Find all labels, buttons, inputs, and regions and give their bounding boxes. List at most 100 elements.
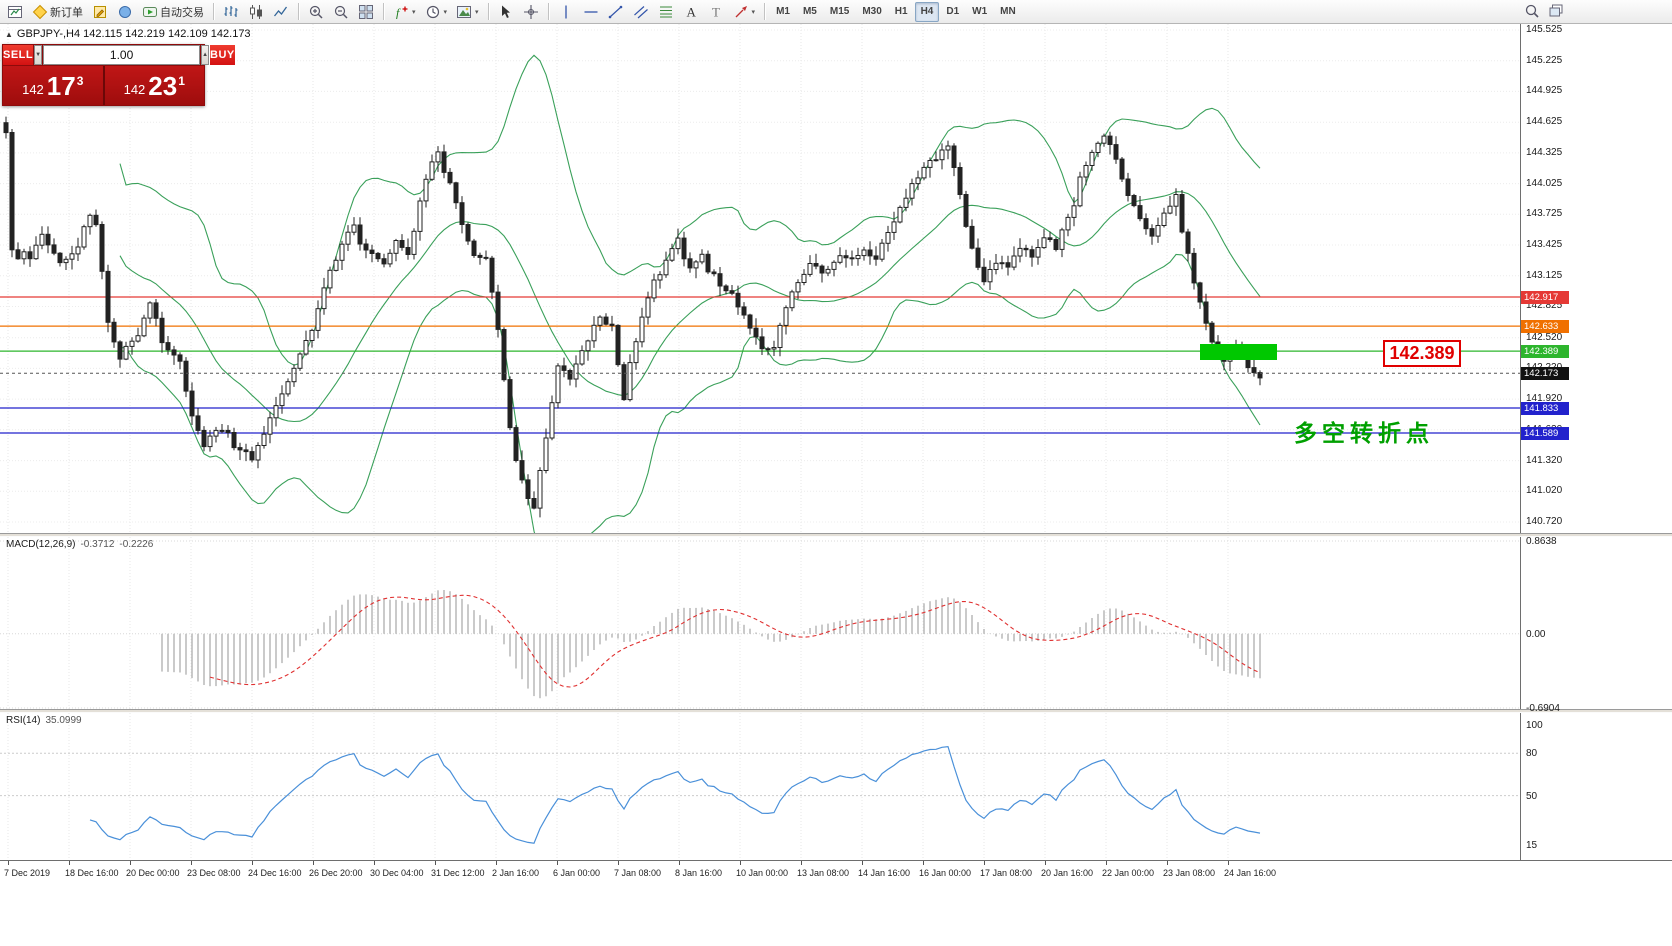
lot-size-input[interactable] [43, 45, 201, 65]
indicators-icon: f [393, 4, 409, 20]
horizontal-line-button[interactable] [579, 2, 603, 22]
price-axis-label: 144.625 [1526, 116, 1563, 127]
new-order-button[interactable]: 新订单 [28, 2, 87, 22]
trend-icon [608, 4, 624, 20]
rsi-indicator-label: RSI(14) 35.0999 [6, 715, 82, 726]
tile-windows-button[interactable] [354, 2, 378, 22]
market-icon [117, 4, 133, 20]
price-axis: 145.525 145.225 144.925 144.625 144.325 144.0… [1521, 0, 1672, 946]
current-price-tag: 142.173 [1521, 367, 1569, 380]
templates-icon [456, 4, 472, 20]
ohlc-bars-button[interactable] [219, 2, 243, 22]
pane-separator[interactable] [0, 709, 1672, 713]
svg-text:f: f [396, 5, 401, 19]
text-label-button[interactable]: T [704, 2, 728, 22]
green-highlight-object[interactable] [1200, 344, 1277, 360]
collapse-panel-arrow-icon[interactable]: ▲ [5, 29, 13, 39]
time-tick [435, 861, 436, 865]
timeframe-label: M30 [862, 6, 882, 17]
sell-button[interactable]: SELL [3, 45, 34, 65]
time-tick [984, 861, 985, 865]
indicators-button[interactable]: f ▾ [389, 2, 420, 22]
timeframe-w1-button[interactable]: W1 [966, 2, 993, 22]
trendline-button[interactable] [604, 2, 628, 22]
timeframe-m5-button[interactable]: M5 [797, 2, 823, 22]
time-axis-label: 24 Jan 16:00 [1224, 868, 1277, 878]
level-price-tag: 141.589 [1521, 427, 1569, 440]
macd-signal-value: -0.2226 [119, 539, 154, 550]
candlestick-chart-button[interactable] [244, 2, 268, 22]
crosshair-icon [523, 4, 539, 20]
toolbar-button-label: 自动交易 [160, 6, 204, 19]
new-window-button[interactable] [1544, 1, 1568, 21]
buy-price-point: 1 [178, 73, 185, 88]
lot-increase-button[interactable]: ▲ [201, 45, 210, 65]
time-tick [130, 861, 131, 865]
macd-value: -0.3712 [80, 539, 115, 550]
time-axis-label: 31 Dec 12:00 [431, 868, 485, 878]
macd-pane[interactable] [0, 537, 1520, 709]
pane-separator[interactable] [0, 533, 1672, 537]
rsi-title: RSI(14) [6, 715, 41, 726]
price-axis-label: 144.025 [1526, 178, 1563, 189]
macd-axis-label: 0.00 [1526, 629, 1546, 640]
new-order-icon [32, 4, 48, 20]
price-chart-pane[interactable] [0, 24, 1520, 533]
vertical-line-button[interactable] [554, 2, 578, 22]
time-axis-label: 18 Dec 16:00 [65, 868, 119, 878]
fibonacci-button[interactable] [654, 2, 678, 22]
line-chart-button[interactable] [269, 2, 293, 22]
time-tick [1228, 861, 1229, 865]
price-axis-label: 142.520 [1526, 332, 1563, 343]
arrows-button[interactable]: ▾ [729, 2, 760, 22]
time-tick [313, 861, 314, 865]
sell-price-whole: 142 [22, 82, 44, 97]
cursor-icon [498, 4, 514, 20]
timeframe-label: H1 [894, 6, 908, 17]
chart-window-button[interactable] [3, 2, 27, 22]
zoom-in-icon [308, 4, 324, 20]
timeframe-h4-button[interactable]: H4 [914, 1, 940, 22]
level-price-tag: 142.633 [1521, 320, 1569, 333]
cursor-button[interactable] [494, 2, 518, 22]
price-divider [102, 66, 105, 105]
timeframe-h1-button[interactable]: H1 [889, 2, 914, 22]
time-axis-label: 13 Jan 08:00 [797, 868, 850, 878]
lot-decrease-button[interactable]: ▼ [34, 45, 43, 65]
time-tick [252, 861, 253, 865]
buy-price[interactable]: 142 23 1 [104, 66, 204, 105]
templates-button[interactable]: ▾ [452, 2, 483, 22]
timeframe-d1-button[interactable]: D1 [940, 2, 965, 22]
chevron-down-icon: ▾ [443, 8, 448, 16]
time-axis-label: 7 Jan 08:00 [614, 868, 662, 878]
time-tick [679, 861, 680, 865]
time-axis-label: 20 Jan 16:00 [1041, 868, 1094, 878]
autotrading-icon [142, 4, 158, 20]
price-axis-label: 143.725 [1526, 208, 1563, 219]
zoom-in-button[interactable] [304, 2, 328, 22]
time-axis-label: 7 Dec 2019 [4, 868, 51, 878]
toolbar-separator [487, 3, 489, 20]
periods-button[interactable]: ▾ [421, 2, 452, 22]
crosshair-button[interactable] [519, 2, 543, 22]
zoom-out-button[interactable] [329, 2, 353, 22]
buy-button[interactable]: BUY [210, 45, 235, 65]
time-axis-label: 14 Jan 16:00 [858, 868, 911, 878]
timeframe-m15-button[interactable]: M15 [824, 2, 855, 22]
time-tick [1045, 861, 1046, 865]
autotrading-button[interactable]: 自动交易 [138, 2, 208, 22]
timeframe-mn-button[interactable]: MN [994, 2, 1022, 22]
channel-button[interactable] [629, 2, 653, 22]
symbol-header: ▲ GBPJPY-,H4 142.115 142.219 142.109 142… [5, 28, 251, 40]
time-axis-label: 24 Dec 16:00 [248, 868, 302, 878]
timeframe-m30-button[interactable]: M30 [856, 2, 887, 22]
rsi-pane[interactable] [0, 713, 1520, 860]
market-watch-button[interactable] [113, 2, 137, 22]
svg-text:T: T [712, 4, 720, 19]
timeframe-m1-button[interactable]: M1 [770, 2, 796, 22]
text-button[interactable]: A [679, 2, 703, 22]
search-button[interactable] [1520, 1, 1544, 21]
metaeditor-button[interactable] [88, 2, 112, 22]
sell-price[interactable]: 142 17 3 [3, 66, 103, 105]
